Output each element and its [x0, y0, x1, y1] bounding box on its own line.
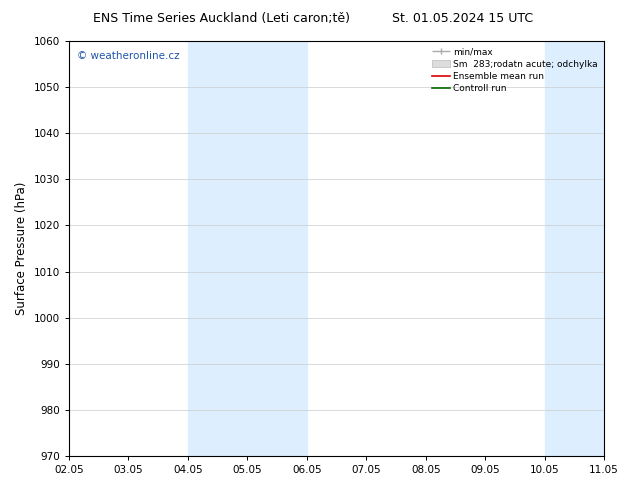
Text: ENS Time Series Auckland (Leti caron;tě): ENS Time Series Auckland (Leti caron;tě): [93, 12, 351, 25]
Legend: min/max, Sm  283;rodatn acute; odchylka, Ensemble mean run, Controll run: min/max, Sm 283;rodatn acute; odchylka, …: [430, 46, 600, 95]
Title: ENS Time Series Auckland (Leti caron;tě)          St. 01.05.2024 15 UTC: ENS Time Series Auckland (Leti caron;tě)…: [0, 489, 1, 490]
Y-axis label: Surface Pressure (hPa): Surface Pressure (hPa): [15, 182, 28, 315]
Bar: [545, 41, 604, 456]
Bar: [188, 41, 307, 456]
Text: © weatheronline.cz: © weatheronline.cz: [77, 51, 179, 61]
Text: St. 01.05.2024 15 UTC: St. 01.05.2024 15 UTC: [392, 12, 533, 25]
